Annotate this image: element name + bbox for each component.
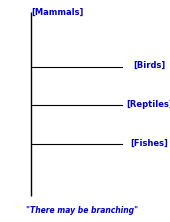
Text: [Birds]: [Birds] — [133, 61, 166, 70]
Text: [Fishes]: [Fishes] — [131, 139, 168, 148]
Text: [Mammals]: [Mammals] — [32, 8, 84, 17]
Text: [Reptiles]: [Reptiles] — [126, 100, 170, 109]
Text: "There may be branching": "There may be branching" — [26, 206, 138, 215]
